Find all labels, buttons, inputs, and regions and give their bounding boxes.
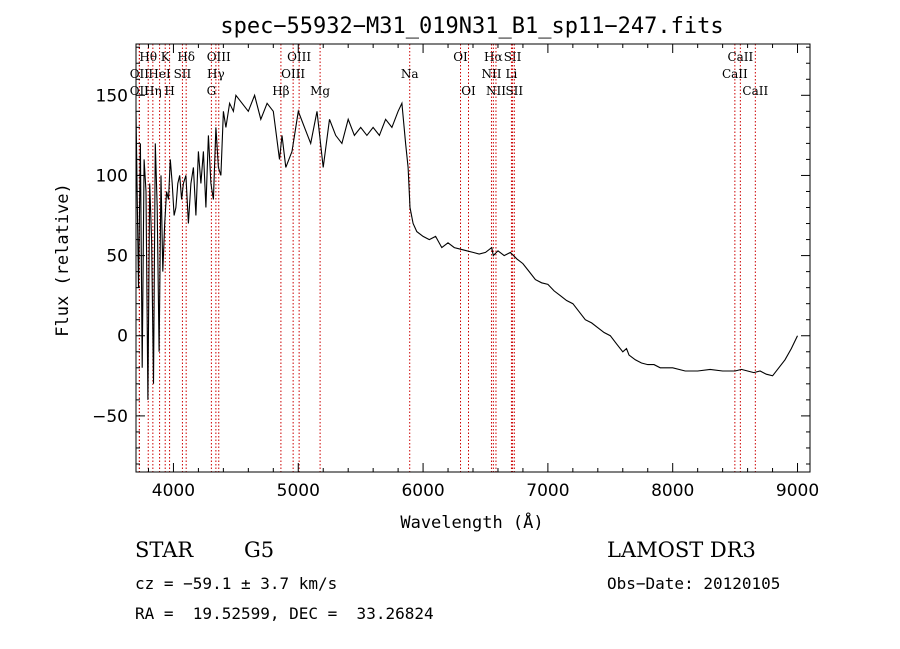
- line-label: Hγ: [207, 67, 225, 81]
- y-axis: −50 0 50 100 150: [92, 46, 810, 465]
- line-label: SII: [505, 84, 523, 98]
- line-label: CaII: [722, 67, 748, 81]
- x-axis-label: Wavelength (Å): [400, 511, 543, 533]
- line-label: OIII: [207, 50, 231, 64]
- line-label: OII: [130, 84, 150, 98]
- x-tick-label: 4000: [152, 481, 195, 501]
- x-tick-label: 5000: [277, 481, 320, 501]
- line-label: NII: [481, 67, 501, 81]
- x-tick-label: 8000: [651, 481, 694, 501]
- y-tick-label: 100: [96, 166, 128, 186]
- spectral-subclass: G5: [244, 538, 275, 562]
- line-label: Hη: [144, 84, 162, 98]
- x-tick-label: 7000: [526, 481, 569, 501]
- line-label: CaII: [742, 84, 768, 98]
- x-tick-label: 6000: [401, 481, 444, 501]
- line-label: CaII: [727, 50, 753, 64]
- line-label: K: [161, 50, 171, 64]
- line-label: Li: [506, 67, 518, 81]
- line-label: NII: [486, 84, 506, 98]
- line-label: OIII: [281, 67, 305, 81]
- chart-title: spec−55932−M31_019N31_B1_sp11−247.fits: [220, 14, 723, 39]
- line-label: Na: [401, 67, 419, 81]
- x-tick-label: 9000: [776, 481, 819, 501]
- line-label: SII: [504, 50, 522, 64]
- line-label: G: [207, 84, 217, 98]
- line-label: OIII: [287, 50, 311, 64]
- line-label: SII: [174, 67, 192, 81]
- y-tick-label: 0: [117, 327, 128, 347]
- line-label: H: [164, 84, 174, 98]
- y-axis-label: Flux (relative): [53, 183, 73, 337]
- plot-frame: [135, 43, 811, 473]
- spectrum-series-line: [135, 93, 798, 400]
- line-label: HeI: [148, 67, 171, 81]
- coordinates: RA = 19.52599, DEC = 33.26824: [135, 604, 434, 623]
- redshift-velocity: cz = −59.1 ± 3.7 km/s: [135, 574, 338, 593]
- line-label: OII: [130, 67, 150, 81]
- line-label: Hβ: [272, 84, 289, 98]
- line-label: OI: [453, 50, 468, 64]
- observation-date: Obs−Date: 20120105: [607, 574, 781, 593]
- line-label: OI: [461, 84, 476, 98]
- y-tick-label: 150: [96, 86, 128, 106]
- line-label: Hθ: [139, 50, 157, 64]
- y-tick-label: 50: [106, 247, 128, 267]
- x-axis: 4000 5000 6000 7000 8000 9000: [147, 44, 819, 501]
- line-markers: Hθ OII OII K HeI Hη H Hδ SII OIII Hγ G Hβ OIII OIII Mg N…: [130, 44, 768, 472]
- line-label: Hδ: [177, 50, 195, 64]
- line-label: Mg: [310, 84, 330, 98]
- survey-name: LAMOST DR3: [607, 538, 756, 562]
- y-tick-label: −50: [92, 407, 128, 427]
- object-class: STAR: [135, 538, 194, 562]
- line-label: Hα: [484, 50, 503, 64]
